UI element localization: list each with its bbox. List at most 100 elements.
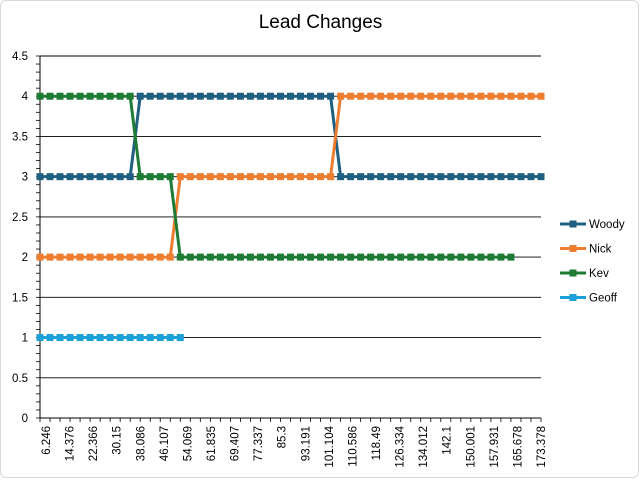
legend-label: Kev [589,268,609,280]
data-point [186,92,194,100]
data-point [66,334,74,342]
legend-label: Nick [589,244,612,256]
data-point [397,92,405,100]
data-point [327,173,335,181]
data-point [216,253,224,261]
x-tick-label: 22.366 [88,426,100,461]
data-point [487,253,495,261]
data-point [256,92,264,100]
legend-item-woody: Woody [560,219,625,231]
data-point [307,92,315,100]
legend-swatch-marker [569,245,577,252]
data-point [236,92,244,100]
series-kev [36,92,515,261]
x-tick-label: 134.012 [418,426,430,468]
data-point [527,173,535,181]
data-point [537,92,545,100]
data-point [136,253,144,261]
data-point [96,253,104,261]
data-point [266,253,274,261]
x-tick-label: 46.107 [159,426,171,461]
data-point [327,92,335,100]
y-tick-label: 1 [22,333,28,345]
data-point [156,334,164,342]
data-point [457,92,465,100]
data-point [226,253,234,261]
data-point [307,173,315,181]
data-point [437,92,445,100]
data-point [487,92,495,100]
data-point [477,92,485,100]
data-point [427,173,435,181]
data-point [206,173,214,181]
data-point [166,173,174,181]
data-point [176,173,184,181]
data-point [377,173,385,181]
data-point [76,173,84,181]
series-geoff [36,334,184,342]
data-point [276,253,284,261]
data-point [126,253,134,261]
legend-item-nick: Nick [560,244,612,256]
data-point [46,92,54,100]
data-point [166,334,174,342]
data-point [216,173,224,181]
x-tick-label: 77.337 [253,426,265,461]
data-point [96,334,104,342]
y-tick-label: 2 [22,252,28,264]
x-tick-label: 110.586 [347,426,359,467]
data-point [357,253,365,261]
data-point [317,253,325,261]
data-point [86,334,94,342]
data-point [86,253,94,261]
data-point [116,334,124,342]
data-point [397,253,405,261]
data-point [146,253,154,261]
data-point [337,92,345,100]
data-point [106,92,114,100]
data-point [146,334,154,342]
data-point [427,253,435,261]
data-point [467,253,475,261]
x-tick-label: 30.15 [112,426,124,455]
data-point [297,92,305,100]
data-point [347,173,355,181]
data-point [507,92,515,100]
data-point [447,173,455,181]
data-point [357,173,365,181]
data-point [86,173,94,181]
data-point [36,253,44,261]
data-point [146,173,154,181]
data-point [196,253,204,261]
data-point [36,92,44,100]
data-point [497,253,505,261]
data-point [517,173,525,181]
data-point [527,92,535,100]
data-point [86,92,94,100]
legend-label: Geoff [589,293,618,305]
data-point [216,92,224,100]
data-point [287,173,294,181]
data-point [76,92,84,100]
chart-title: Lead Changes [258,12,383,33]
data-point [136,92,144,100]
data-point [367,173,375,181]
data-point [347,253,355,261]
data-point [317,92,325,100]
x-tick-label: 157.931 [489,426,501,468]
data-point [126,173,134,181]
data-point [387,92,395,100]
data-point [377,92,385,100]
data-point [46,334,54,342]
data-point [186,173,194,181]
data-point [176,334,184,342]
data-point [256,253,264,261]
y-tick-label: 4.5 [12,51,28,63]
data-point [126,334,134,342]
y-tick-label: 3.5 [12,131,28,143]
data-point [36,173,44,181]
data-point [507,173,515,181]
data-point [166,92,174,100]
data-point [56,334,64,342]
